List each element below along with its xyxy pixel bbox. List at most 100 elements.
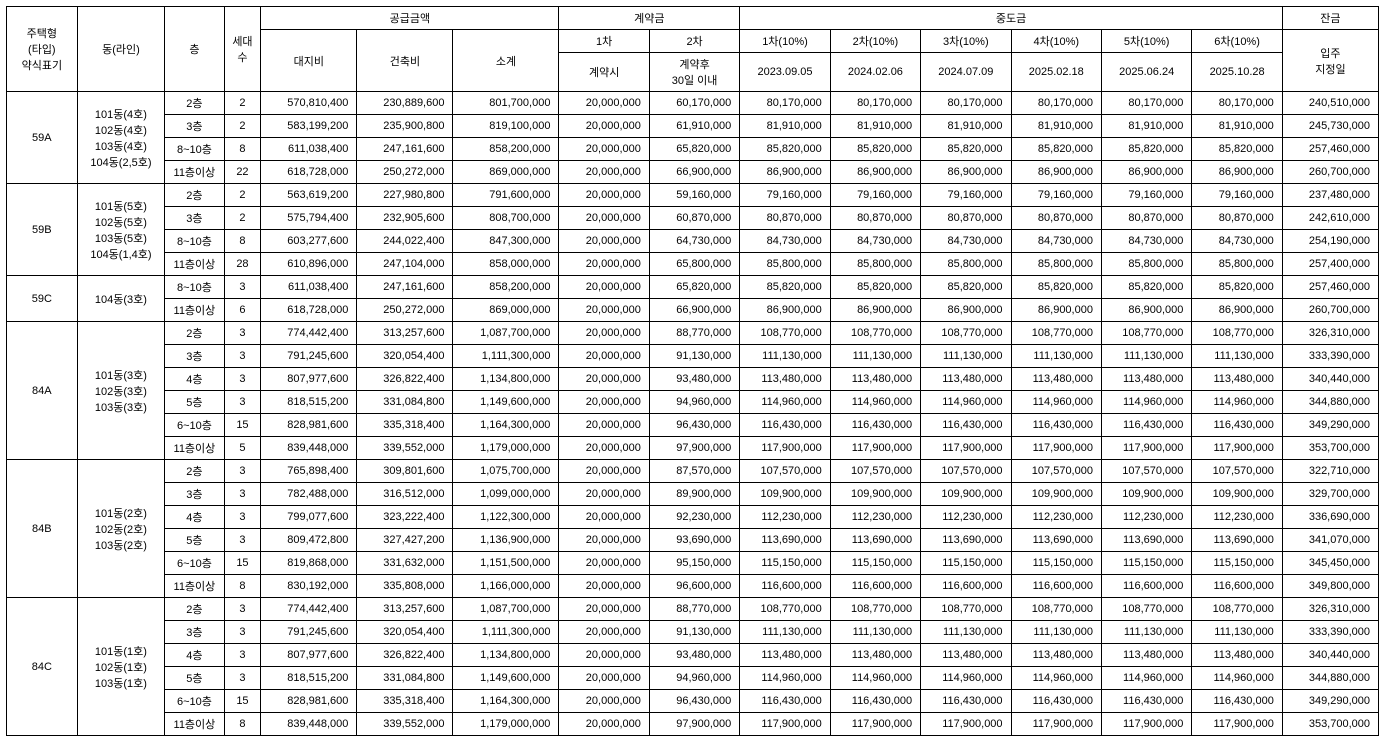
header-type: 주택형 (타입) 약식표기	[7, 7, 78, 92]
cell-dong: 101동(5호) 102동(5호) 103동(5호) 104동(1,4호)	[77, 184, 165, 276]
cell-land: 818,515,200	[261, 667, 357, 690]
cell-subtotal: 808,700,000	[453, 207, 559, 230]
header-m3: 3차(10%)	[921, 30, 1011, 53]
cell-m4: 108,770,000	[1011, 598, 1101, 621]
cell-m5: 113,480,000	[1101, 644, 1191, 667]
cell-m1: 79,160,000	[740, 184, 830, 207]
cell-build: 244,022,400	[357, 230, 453, 253]
table-row: 8~10층8611,038,400247,161,600858,200,0002…	[7, 138, 1379, 161]
cell-m5: 113,690,000	[1101, 529, 1191, 552]
cell-balance: 344,880,000	[1282, 391, 1378, 414]
cell-c1: 20,000,000	[559, 621, 649, 644]
cell-c2: 64,730,000	[649, 230, 739, 253]
cell-m5: 116,430,000	[1101, 690, 1191, 713]
cell-m6: 114,960,000	[1192, 391, 1282, 414]
cell-c1: 20,000,000	[559, 644, 649, 667]
cell-m6: 108,770,000	[1192, 598, 1282, 621]
cell-build: 316,512,000	[357, 483, 453, 506]
cell-m2: 84,730,000	[830, 230, 920, 253]
cell-type: 84B	[7, 460, 78, 598]
cell-m1: 85,820,000	[740, 138, 830, 161]
cell-build: 335,318,400	[357, 690, 453, 713]
cell-c2: 66,900,000	[649, 299, 739, 322]
cell-m4: 113,690,000	[1011, 529, 1101, 552]
table-row: 84C101동(1호) 102동(1호) 103동(1호)2층3774,442,…	[7, 598, 1379, 621]
cell-m3: 113,690,000	[921, 529, 1011, 552]
table-row: 11층이상6618,728,000250,272,000869,000,0002…	[7, 299, 1379, 322]
cell-m5: 86,900,000	[1101, 161, 1191, 184]
cell-m3: 80,870,000	[921, 207, 1011, 230]
cell-build: 335,318,400	[357, 414, 453, 437]
cell-balance: 340,440,000	[1282, 368, 1378, 391]
cell-m3: 85,800,000	[921, 253, 1011, 276]
cell-c2: 93,480,000	[649, 644, 739, 667]
cell-m1: 117,900,000	[740, 713, 830, 736]
cell-m6: 81,910,000	[1192, 115, 1282, 138]
cell-c2: 65,800,000	[649, 253, 739, 276]
cell-m2: 116,600,000	[830, 575, 920, 598]
cell-subtotal: 1,111,300,000	[453, 345, 559, 368]
cell-m2: 112,230,000	[830, 506, 920, 529]
table-row: 5층3818,515,200331,084,8001,149,600,00020…	[7, 391, 1379, 414]
cell-dong: 101동(4호) 102동(4호) 103동(4호) 104동(2,5호)	[77, 92, 165, 184]
cell-m2: 108,770,000	[830, 322, 920, 345]
cell-m3: 114,960,000	[921, 391, 1011, 414]
cell-land: 774,442,400	[261, 598, 357, 621]
cell-m2: 111,130,000	[830, 345, 920, 368]
cell-units: 22	[224, 161, 261, 184]
cell-c2: 95,150,000	[649, 552, 739, 575]
cell-balance: 245,730,000	[1282, 115, 1378, 138]
cell-m3: 112,230,000	[921, 506, 1011, 529]
cell-c1: 20,000,000	[559, 299, 649, 322]
cell-c1: 20,000,000	[559, 598, 649, 621]
cell-m4: 116,430,000	[1011, 414, 1101, 437]
cell-c1: 20,000,000	[559, 414, 649, 437]
cell-m1: 111,130,000	[740, 345, 830, 368]
header-m5-date: 2025.06.24	[1101, 53, 1191, 92]
cell-units: 8	[224, 713, 261, 736]
cell-m3: 111,130,000	[921, 345, 1011, 368]
cell-units: 15	[224, 414, 261, 437]
cell-m3: 114,960,000	[921, 667, 1011, 690]
cell-m5: 113,480,000	[1101, 368, 1191, 391]
cell-c2: 89,900,000	[649, 483, 739, 506]
cell-floor: 2층	[165, 460, 224, 483]
cell-balance: 353,700,000	[1282, 713, 1378, 736]
cell-subtotal: 1,151,500,000	[453, 552, 559, 575]
cell-c1: 20,000,000	[559, 161, 649, 184]
cell-m5: 116,600,000	[1101, 575, 1191, 598]
cell-land: 611,038,400	[261, 276, 357, 299]
cell-land: 618,728,000	[261, 299, 357, 322]
cell-units: 2	[224, 184, 261, 207]
cell-land: 765,898,400	[261, 460, 357, 483]
table-row: 4층3807,977,600326,822,4001,134,800,00020…	[7, 368, 1379, 391]
cell-m2: 116,430,000	[830, 414, 920, 437]
cell-m1: 116,430,000	[740, 690, 830, 713]
cell-c1: 20,000,000	[559, 460, 649, 483]
cell-units: 3	[224, 368, 261, 391]
cell-m4: 85,820,000	[1011, 138, 1101, 161]
cell-build: 331,632,000	[357, 552, 453, 575]
cell-units: 3	[224, 621, 261, 644]
cell-land: 575,794,400	[261, 207, 357, 230]
cell-m2: 109,900,000	[830, 483, 920, 506]
cell-c1: 20,000,000	[559, 368, 649, 391]
table-row: 11층이상8830,192,000335,808,0001,166,000,00…	[7, 575, 1379, 598]
cell-c2: 92,230,000	[649, 506, 739, 529]
cell-units: 8	[224, 575, 261, 598]
cell-c2: 60,870,000	[649, 207, 739, 230]
cell-c1: 20,000,000	[559, 713, 649, 736]
cell-m3: 116,430,000	[921, 414, 1011, 437]
table-row: 84B101동(2호) 102동(2호) 103동(2호)2층3765,898,…	[7, 460, 1379, 483]
cell-units: 3	[224, 483, 261, 506]
cell-subtotal: 1,136,900,000	[453, 529, 559, 552]
cell-m5: 80,870,000	[1101, 207, 1191, 230]
cell-m1: 113,480,000	[740, 368, 830, 391]
cell-m6: 113,480,000	[1192, 368, 1282, 391]
cell-c2: 87,570,000	[649, 460, 739, 483]
cell-c1: 20,000,000	[559, 345, 649, 368]
cell-m6: 115,150,000	[1192, 552, 1282, 575]
cell-c2: 66,900,000	[649, 161, 739, 184]
cell-c1: 20,000,000	[559, 322, 649, 345]
header-m1: 1차(10%)	[740, 30, 830, 53]
